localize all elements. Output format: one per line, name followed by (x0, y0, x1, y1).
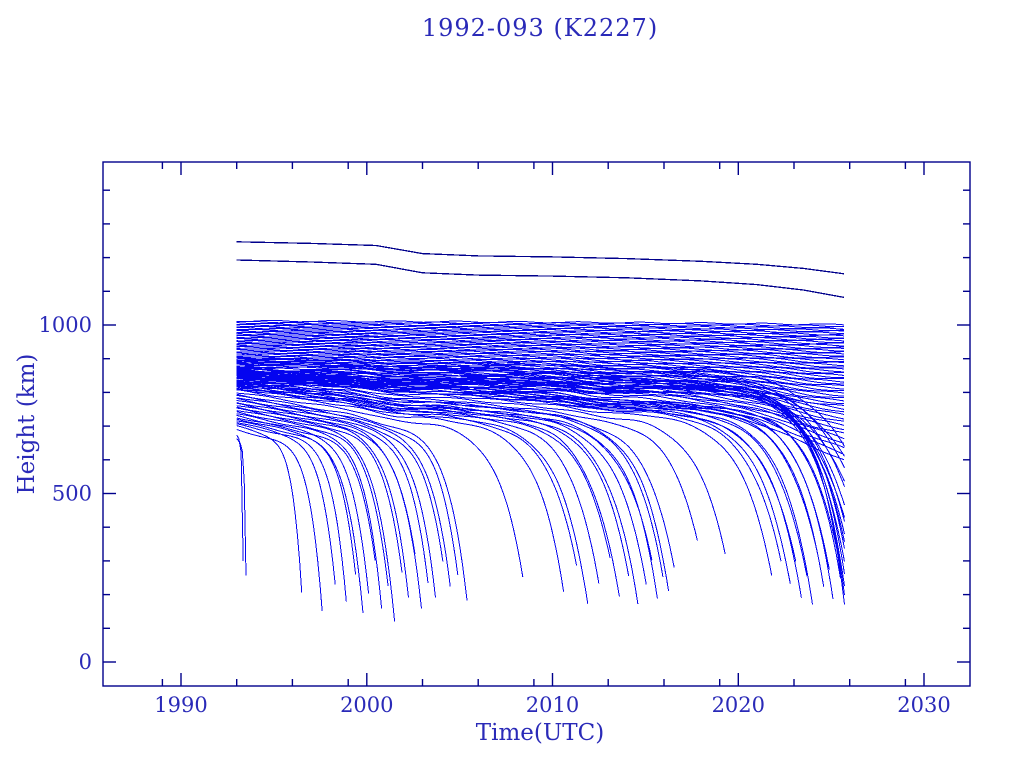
x-axis-title: Time(UTC) (475, 720, 605, 746)
debris-fragment-curve (236, 414, 370, 594)
y-axis-title: Height (km) (14, 353, 40, 495)
debris-fragment-curve (236, 413, 383, 609)
debris-fragment-curve (236, 407, 403, 573)
debris-fragment-curve (236, 397, 451, 587)
debris-fragment-curve (236, 372, 845, 605)
debris-fragment-curve (236, 422, 336, 585)
plot-frame (102, 161, 971, 687)
debris-fragment-curve (236, 380, 670, 592)
debris-fragment-curve (236, 383, 658, 599)
debris-fragment-curve (236, 397, 444, 562)
debris-fragment-curve (236, 438, 247, 576)
debris-fragment-curve (236, 423, 347, 602)
plot-frame-and-ticks (102, 161, 971, 687)
debris-fragment-curve (236, 371, 825, 587)
debris-fragment-curve (236, 377, 698, 541)
debris-fragment-curve (236, 425, 303, 593)
debris-fragment-curve (236, 375, 802, 598)
chart-title: 1992-093 (K2227) (421, 14, 659, 42)
y-tick-label: 0 (79, 650, 92, 674)
debris-fragment-curve (236, 406, 409, 598)
debris-fragment-curve (236, 420, 364, 614)
y-tick-label: 500 (52, 482, 92, 506)
x-tick-label: 2010 (526, 693, 579, 717)
debris-fragment-curve (236, 352, 845, 380)
debris-fragment-curve (236, 418, 357, 575)
x-tick-label: 2020 (712, 693, 765, 717)
tick-labels: 1990 2000 2010 2020 2030 0 500 1000 (39, 313, 951, 717)
x-tick-label: 2000 (340, 693, 393, 717)
debris-fragment-curve (236, 389, 565, 592)
parent-object-curve (236, 241, 845, 275)
x-tick-label: 2030 (897, 693, 950, 717)
debris-fragment-curve (236, 384, 653, 561)
debris-fragment-curve (236, 362, 845, 487)
parent-object-curve (236, 259, 845, 299)
debris-fragment-curve (236, 400, 436, 598)
debris-fragment-curve (236, 395, 459, 576)
debris-fragment-curve (236, 402, 422, 609)
debris-fragment-curve (236, 341, 845, 358)
debris-fragment-curve (236, 322, 845, 329)
debris-fragment-curve (236, 368, 841, 579)
debris-fragment-curve (236, 392, 524, 578)
debris-fragment-curve (236, 371, 834, 600)
debris-fragment-curve (236, 381, 845, 596)
debris-fragment-curve (236, 333, 845, 345)
debris-fragment-curve (236, 366, 845, 506)
debris-fragment-curve (236, 371, 808, 577)
debris-fragment-curve (236, 344, 845, 363)
debris-fragment-curve (236, 386, 630, 577)
debris-curves (236, 241, 845, 622)
debris-fragment-curve (236, 372, 813, 605)
debris-fragment-curve (236, 393, 468, 601)
debris-fragment-curve (236, 417, 376, 561)
debris-fragment-curve (236, 388, 611, 559)
debris-fragment-curve (236, 367, 845, 482)
debris-fragment-curve (236, 361, 845, 457)
debris-fragment-curve (236, 370, 845, 535)
y-tick-label: 1000 (39, 313, 92, 337)
debris-fragment-curve (236, 402, 429, 583)
debris-fragment-curve (236, 382, 675, 568)
debris-fragment-curve (236, 434, 244, 561)
debris-fragment-curve (236, 350, 845, 376)
debris-fragment-curve (236, 429, 323, 612)
debris-fragment-curve (236, 377, 726, 555)
debris-fragment-curve (236, 411, 389, 586)
debris-fragment-curve (236, 382, 647, 585)
x-tick-label: 1990 (154, 693, 207, 717)
debris-fragment-curve (236, 357, 845, 447)
